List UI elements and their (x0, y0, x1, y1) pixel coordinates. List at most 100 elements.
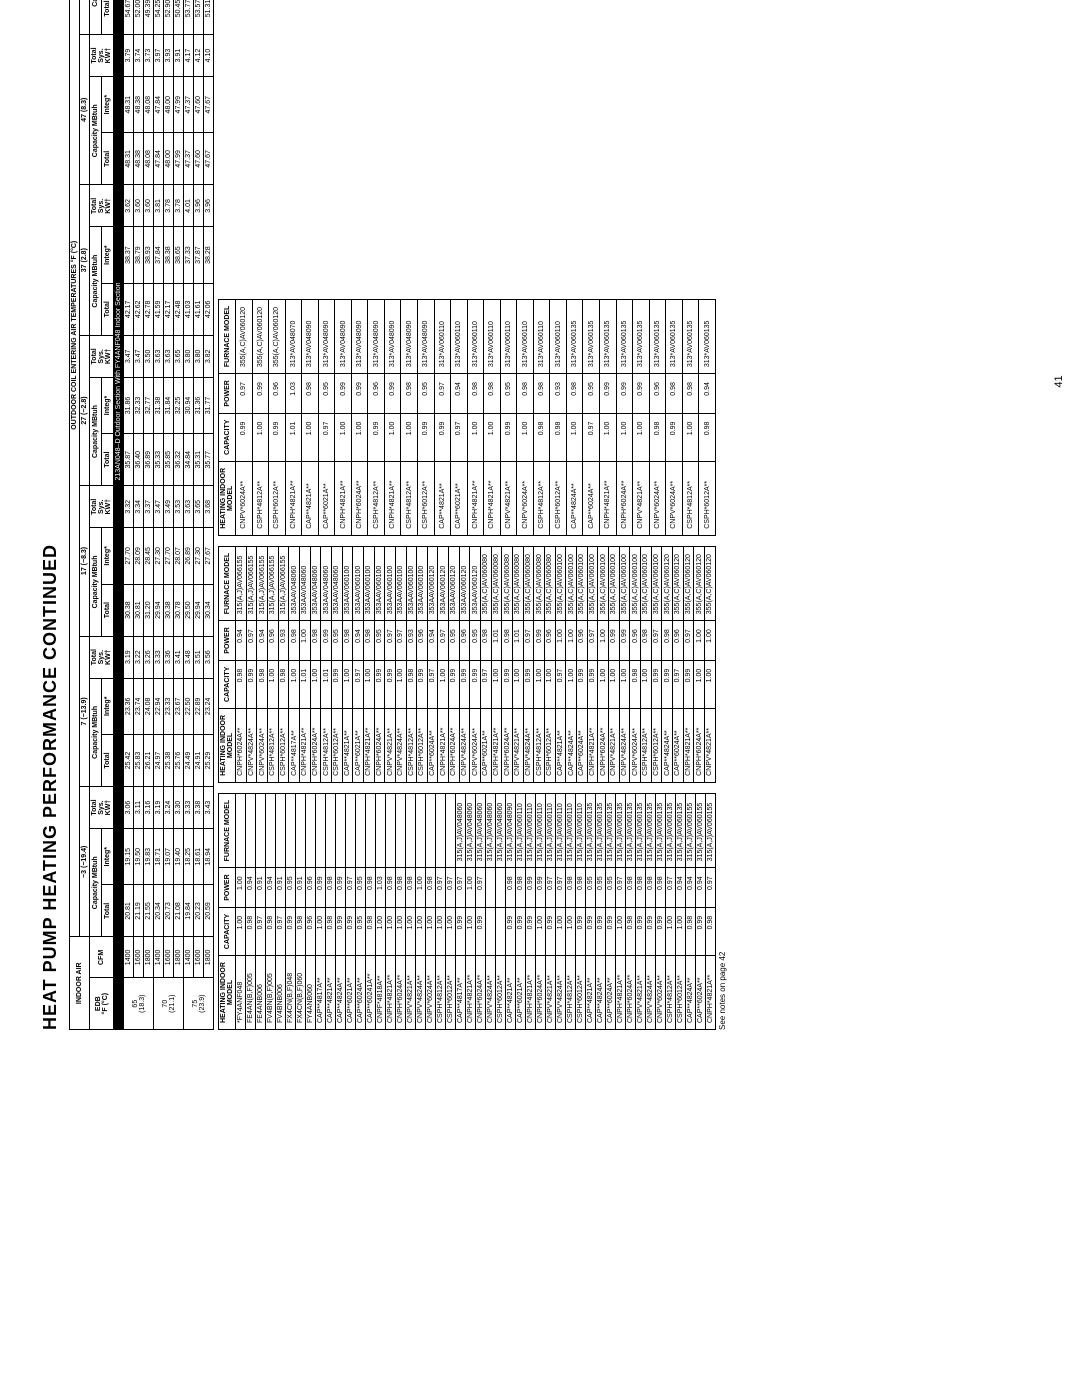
lower-cell: 0.97 (434, 374, 451, 413)
lower-header: HEATING INDOOR MODEL (219, 461, 236, 535)
lower-cell: 313*AV060110 (533, 299, 550, 373)
lower-cell: 0.99 (418, 413, 435, 461)
data-cell: 3.41 (174, 636, 184, 678)
lower-cell: 0.99 (516, 907, 526, 955)
lower-cell: CAP**4821A** (326, 956, 336, 1030)
data-cell: 32.33 (134, 377, 144, 433)
lower-cell (296, 793, 306, 867)
page-title: HEAT PUMP HEATING PERFORMANCE CONTINUED (40, 0, 61, 1030)
lower-cell: 1.00 (491, 660, 502, 708)
lower-cell: 0.99 (236, 413, 253, 461)
lower-cell: CAP**4824A** (566, 461, 583, 535)
lower-cell: CSPH*6012A** (699, 461, 716, 535)
lower-cell: CNPV*6024A** (656, 956, 666, 1030)
lower-cell: 315(A,J)AV060110 (576, 793, 586, 867)
lower-cell: 0.99 (434, 413, 451, 461)
lower-cell: 0.97 (353, 660, 364, 708)
lower-cell: 0.97 (318, 413, 335, 461)
lower-cell: 0.93 (550, 374, 567, 413)
data-cell: 23.33 (164, 678, 174, 734)
lower-cell: CNPH*4821A** (600, 461, 617, 535)
lower-cell: 0.97 (476, 868, 486, 907)
lower-cell: CSPH*6012A** (496, 956, 506, 1030)
data-cell: 38.93 (144, 227, 154, 283)
lower-cell: 1.00 (598, 621, 609, 660)
lower-cell: 315(A,J)AV060155 (706, 793, 716, 867)
lower-cell: CAP**4817A** (456, 956, 466, 1030)
lower-cell: CNPV*6024A** (666, 461, 683, 535)
data-cell: 4.10 (204, 35, 214, 77)
data-cell: 4.01 (184, 185, 194, 227)
lower-cell: 315(A,J)AV060135 (656, 793, 666, 867)
lower-cell: 0.97 (346, 868, 356, 907)
lower-cell: CSPH*6012A** (331, 708, 342, 782)
lower-cell: FE4ANB006 (256, 956, 266, 1030)
data-cell: 29.94 (154, 584, 164, 636)
lower-cell: 313*AV060135 (682, 299, 699, 373)
lower-cell: 0.98 (386, 868, 396, 907)
lower-cell: 353AAV048060 (299, 546, 310, 620)
data-cell: 21.55 (144, 885, 154, 937)
data-cell: 54.67 (124, 0, 134, 35)
lower-cell: 1.03 (285, 374, 302, 413)
lower-cell: 1.00 (666, 907, 676, 955)
lower-cell: 355(A,C)AV060080 (534, 546, 545, 620)
lower-cell: 1.00 (376, 907, 386, 955)
data-cell: 31.77 (204, 377, 214, 433)
lower-cell: 0.98 (366, 868, 376, 907)
lower-cell: 0.98 (296, 907, 306, 955)
data-cell: 27.70 (164, 528, 174, 584)
data-cell: 3.82 (204, 335, 214, 377)
lower-cell: 355(A,C)AV060120 (672, 546, 683, 620)
lower-cell: 1.00 (566, 413, 583, 461)
lower-cell: 313*AV048090 (302, 299, 319, 373)
lower-cell: 353AAV048060 (331, 546, 342, 620)
lower-cell (376, 793, 386, 867)
data-cell: 23.24 (204, 678, 214, 734)
lower-cell: 1.00 (426, 907, 436, 955)
lower-cell: CAP**6021A** (481, 708, 492, 782)
lower-cell: 0.97 (583, 413, 600, 461)
lower-cell: 1.00 (252, 413, 269, 461)
cfm-cell: 1400 (184, 937, 194, 978)
data-cell: 3.65 (174, 335, 184, 377)
lower-cell: FY4ANB060 (306, 956, 316, 1030)
lower-cell: 0.99 (546, 907, 556, 955)
total-sub: Total (102, 434, 114, 486)
data-cell: 41.03 (184, 283, 194, 335)
lower-cell: 315(A,J)AV060135 (616, 793, 626, 867)
data-cell: 24.97 (154, 734, 164, 786)
lower-cell: CNPH*4821A** (363, 708, 374, 782)
lower-cell: CNPH*6024A** (616, 461, 633, 535)
indoor-air-header: INDOOR AIR (70, 937, 90, 1030)
data-cell: 3.60 (134, 185, 144, 227)
data-cell: 52.90 (164, 0, 174, 35)
lower-cell: 0.96 (649, 374, 666, 413)
lower-cell: CSPH*6012A** (446, 956, 456, 1030)
lower-cell: 0.99 (500, 413, 517, 461)
lower-cell: 0.94 (676, 868, 686, 907)
data-cell: 48.38 (134, 133, 144, 185)
data-cell: 4.12 (194, 35, 204, 77)
lower-cell (246, 793, 256, 867)
lower-cell: 0.99 (608, 621, 619, 660)
lower-cell: 313*AV060110 (517, 299, 534, 373)
data-cell: 23.74 (134, 678, 144, 734)
lower-cell: 353AAV048060 (321, 546, 332, 620)
lower-cell: 1.00 (316, 907, 326, 955)
lower-cell: 313*AV060135 (699, 299, 716, 373)
lower-cell: CSPH*4812A** (640, 708, 651, 782)
data-cell: 30.78 (174, 584, 184, 636)
lower-cell: CNPH*4821A** (706, 956, 716, 1030)
lower-cell: 355(A,C)AV060120 (683, 546, 694, 620)
data-cell: 3.91 (174, 35, 184, 77)
lower-cell: 1.00 (236, 907, 246, 955)
lower-cell: FX4CN(B,F)060 (296, 956, 306, 1030)
lower-cell: 0.98 (516, 868, 526, 907)
lower-cell: 0.99 (331, 660, 342, 708)
lower-cell: CNPV*6024A** (236, 461, 253, 535)
lower-cell: 0.99 (656, 907, 666, 955)
lower-cell: CSPH*6012A** (278, 708, 289, 782)
data-cell: 19.15 (124, 829, 134, 885)
temp-col: 17 (−8.3) (80, 486, 90, 636)
